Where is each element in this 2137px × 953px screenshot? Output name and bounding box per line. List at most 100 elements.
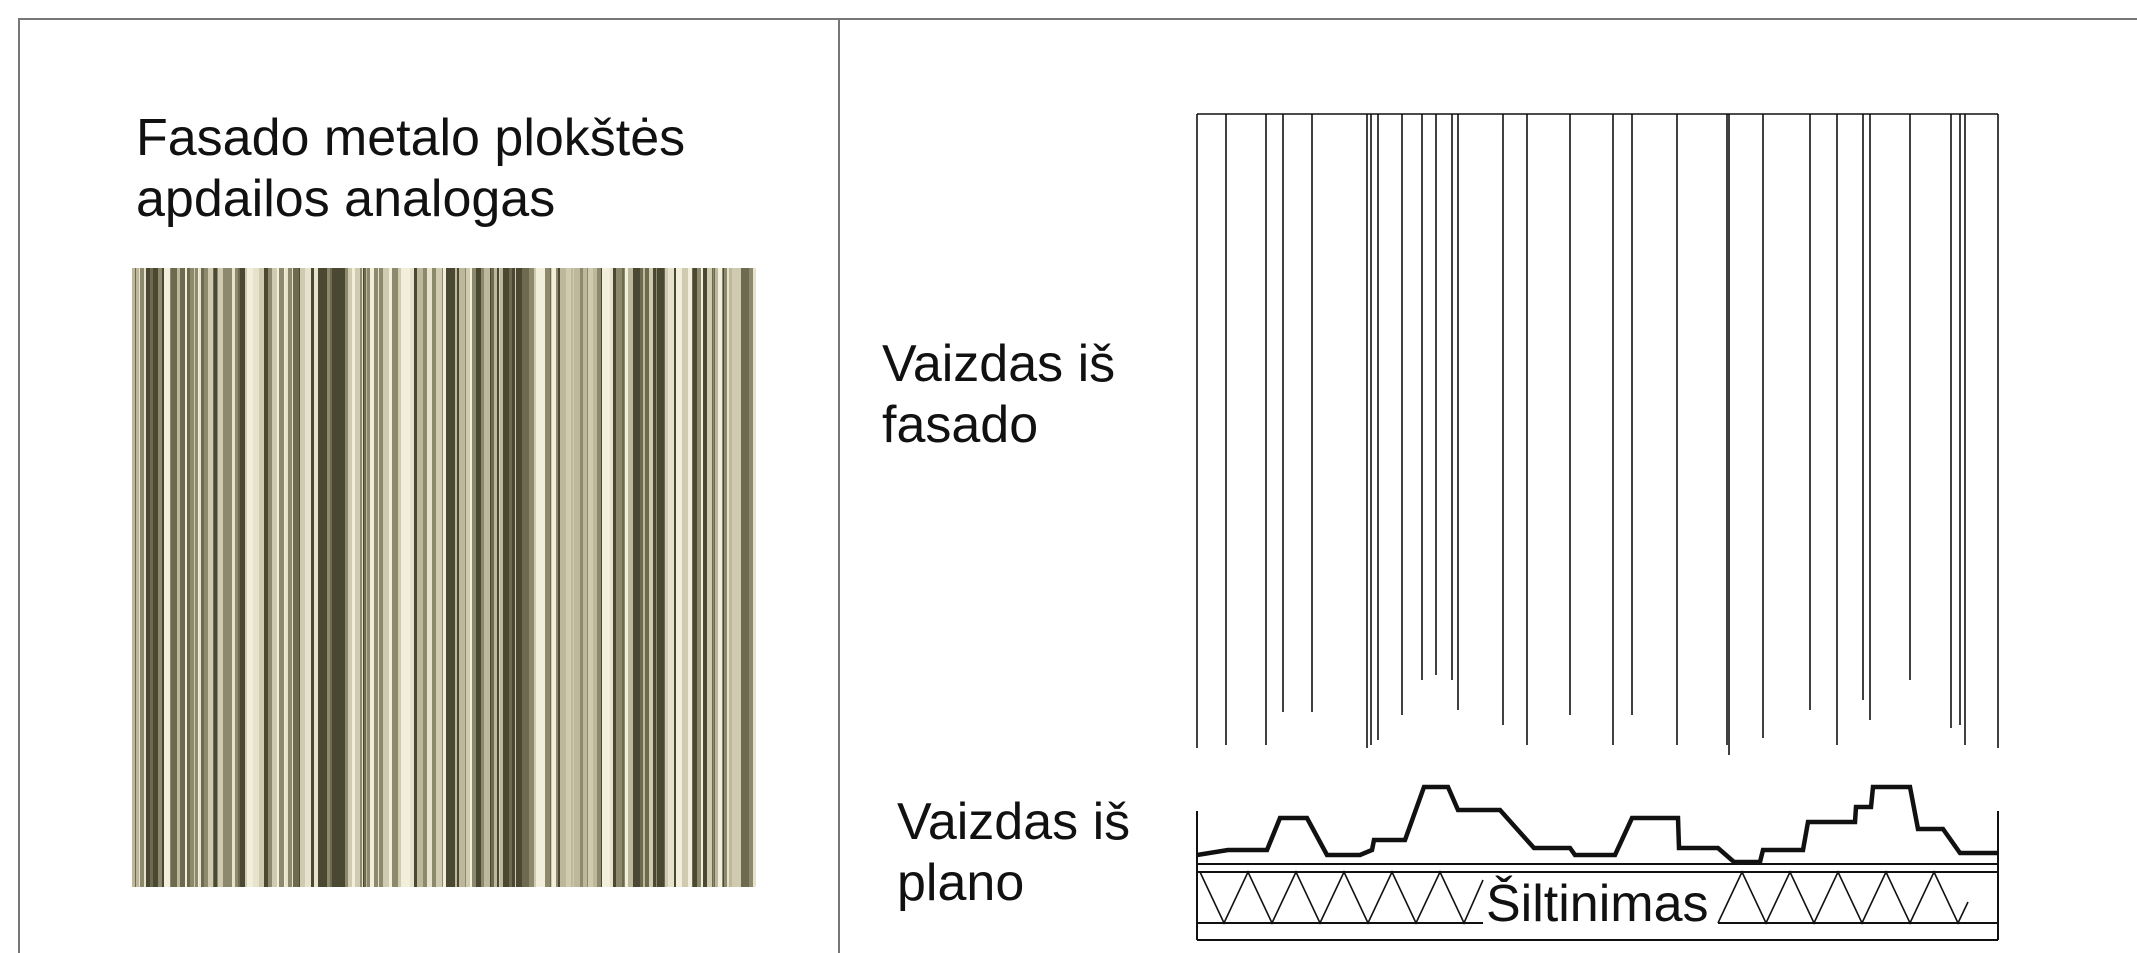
panel-stripe: [509, 268, 512, 887]
panel-stripe: [414, 268, 417, 887]
insulation-zigzag-right: [1717, 870, 1969, 925]
panel-stripe: [153, 268, 158, 887]
panel-stripe: [688, 268, 692, 887]
panel-stripe: [664, 268, 665, 887]
panel-stripe: [588, 268, 593, 887]
panel-stripe: [332, 268, 337, 887]
panel-stripe: [264, 268, 268, 887]
panel-stripe: [536, 268, 542, 887]
panel-stripe: [701, 268, 703, 887]
panel-stripe: [245, 268, 247, 887]
panel-stripe: [738, 268, 741, 887]
panel-stripe: [512, 268, 515, 887]
panel-stripe: [327, 268, 329, 887]
panel-stripe: [324, 268, 327, 887]
panel-stripe: [551, 268, 552, 887]
panel-stripe: [550, 268, 551, 887]
panel-stripe: [580, 268, 583, 887]
panel-stripe: [247, 268, 253, 887]
panel-stripe: [628, 268, 633, 887]
panel-stripe: [235, 268, 238, 887]
panel-stripe: [214, 268, 217, 887]
panel-stripe: [329, 268, 330, 887]
panel-stripe: [450, 268, 455, 887]
panel-stripe: [457, 268, 459, 887]
panel-stripe: [465, 268, 466, 887]
panel-stripe: [194, 268, 195, 887]
panel-stripe: [401, 268, 406, 887]
panel-stripe: [703, 268, 707, 887]
panel-stripe: [481, 268, 484, 887]
panel-stripe: [744, 268, 749, 887]
panel-stripe: [280, 268, 284, 887]
panel-stripe: [427, 268, 432, 887]
panel-stripe: [724, 268, 725, 887]
panel-stripe: [625, 268, 628, 887]
panel-stripe: [657, 268, 660, 887]
panel-stripe: [637, 268, 640, 887]
panel-stripe: [410, 268, 414, 887]
panel-stripe: [187, 268, 190, 887]
panel-stripe: [472, 268, 476, 887]
panel-stripe: [605, 268, 610, 887]
panel-stripe: [305, 268, 309, 887]
panel-stripe: [645, 268, 649, 887]
panel-stripe: [726, 268, 727, 887]
panel-stripe: [313, 268, 314, 887]
panel-stripe: [729, 268, 732, 887]
panel-stripe: [366, 268, 367, 887]
panel-stripe: [180, 268, 185, 887]
panel-divider: [838, 18, 840, 953]
panel-stripe: [732, 268, 738, 887]
panel-stripe: [556, 268, 558, 887]
panel-stripe: [714, 268, 715, 887]
panel-stripe: [140, 268, 144, 887]
panel-stripe: [240, 268, 245, 887]
panel-stripe: [558, 268, 560, 887]
panel-stripe: [494, 268, 497, 887]
panel-stripe: [338, 268, 342, 887]
panel-stripe: [270, 268, 272, 887]
panel-stripe: [288, 268, 292, 887]
panel-stripe: [522, 268, 526, 887]
panel-stripe: [190, 268, 194, 887]
panel-stripe: [314, 268, 318, 887]
panel-stripe: [446, 268, 450, 887]
panel-stripe: [718, 268, 722, 887]
drawing-frame: [18, 18, 2137, 953]
panel-stripe: [722, 268, 723, 887]
panel-stripe: [311, 268, 313, 887]
panel-stripe: [229, 268, 232, 887]
panel-stripe: [136, 268, 139, 887]
panel-stripe: [135, 268, 136, 887]
panel-stripe: [284, 268, 285, 887]
insulation-label: Šiltinimas: [1486, 875, 1709, 933]
panel-stripe: [150, 268, 153, 887]
panel-stripe: [177, 268, 180, 887]
panel-stripe: [500, 268, 503, 887]
panel-stripe: [146, 268, 150, 887]
panel-stripe: [601, 268, 602, 887]
panel-stripe: [526, 268, 529, 887]
panel-stripe: [713, 268, 714, 887]
panel-stripe: [432, 268, 436, 887]
panel-stripe: [455, 268, 457, 887]
panel-stripe: [379, 268, 383, 887]
panel-stripe: [345, 268, 348, 887]
panel-stripe: [676, 268, 682, 887]
panel-stripe: [715, 268, 718, 887]
panel-stripe: [753, 268, 756, 887]
panel-stripe: [185, 268, 187, 887]
panel-stripe: [337, 268, 338, 887]
panel-stripe: [277, 268, 279, 887]
panel-stripe: [259, 268, 264, 887]
panel-stripe: [656, 268, 657, 887]
panel-stripe: [342, 268, 345, 887]
panel-stripe: [208, 268, 213, 887]
panel-stripe: [170, 268, 171, 887]
panel-stripe: [417, 268, 423, 887]
panel-stripe: [529, 268, 534, 887]
panel-stripe: [552, 268, 556, 887]
panel-stripe: [285, 268, 288, 887]
